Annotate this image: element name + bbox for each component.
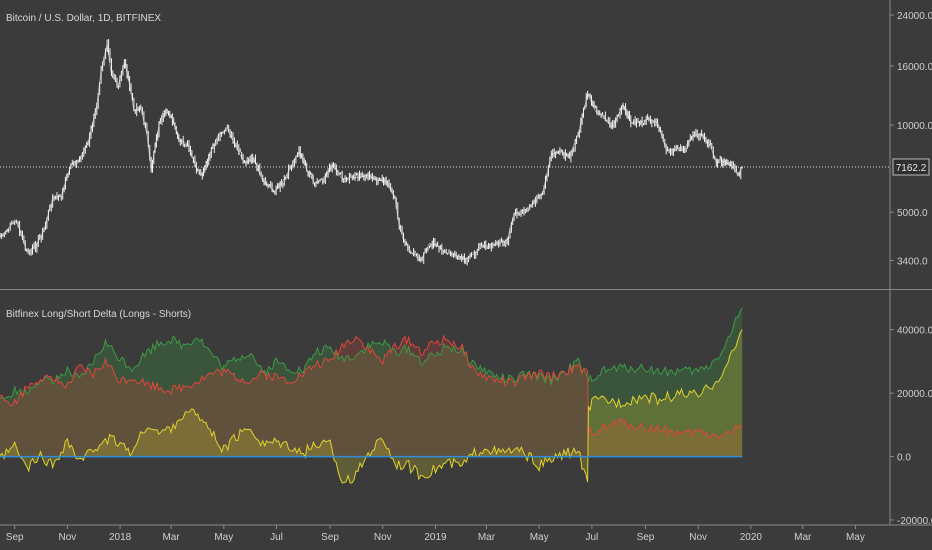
price-tick-label: 24000.0	[897, 11, 932, 22]
indicator-tick-label: -20000.0	[897, 516, 932, 527]
delta-line	[0, 329, 743, 484]
price-tick-label: 16000.0	[897, 62, 932, 73]
time-tick-label: Sep	[321, 532, 339, 543]
time-tick-label: Nov	[58, 532, 76, 543]
price-close-line	[0, 44, 743, 262]
time-tick-label: Mar	[794, 532, 812, 543]
time-tick-label: 2018	[109, 532, 132, 543]
price-series-layer	[0, 39, 890, 266]
time-tick-label: 2019	[424, 532, 447, 543]
shorts-area	[0, 335, 743, 457]
time-tick-label: Nov	[689, 532, 707, 543]
longs-line	[0, 307, 743, 400]
indicator-tick-label: 20000.0	[897, 389, 932, 400]
axis-labels-layer: 24000.0 16000.0 10000.0 7162.2 5000.0 3400.0 4…	[6, 11, 932, 543]
indicator-layer	[0, 307, 743, 484]
time-tick-label: Jul	[585, 532, 598, 543]
price-tick-label: 3400.0	[897, 257, 928, 268]
time-tick-label: Nov	[374, 532, 392, 543]
indicator-pane-title: Bitfinex Long/Short Delta (Longs - Short…	[6, 309, 192, 320]
price-tick-label: 10000.0	[897, 121, 932, 132]
time-tick-label: Jul	[270, 532, 283, 543]
price-pane-title: Bitcoin / U.S. Dollar, 1D, BITFINEX	[6, 13, 162, 24]
price-tick-label: 5000.0	[897, 208, 928, 219]
time-tick-label: Mar	[162, 532, 180, 543]
time-tick-label: Mar	[478, 532, 496, 543]
time-tick-label: Sep	[637, 532, 655, 543]
time-tick-label: May	[214, 532, 233, 543]
delta-area	[0, 329, 743, 483]
time-tick-label: May	[846, 532, 865, 543]
time-tick-label: 2020	[740, 532, 763, 543]
indicator-tick-label: 40000.0	[897, 326, 932, 337]
last-price-label: 7162.2	[896, 163, 927, 174]
shorts-line	[0, 334, 743, 439]
longs-area	[0, 307, 743, 457]
indicator-tick-label: 0.0	[897, 453, 911, 464]
last-price-tag	[892, 158, 930, 176]
time-tick-label: May	[530, 532, 549, 543]
time-tick-label: Sep	[6, 532, 24, 543]
